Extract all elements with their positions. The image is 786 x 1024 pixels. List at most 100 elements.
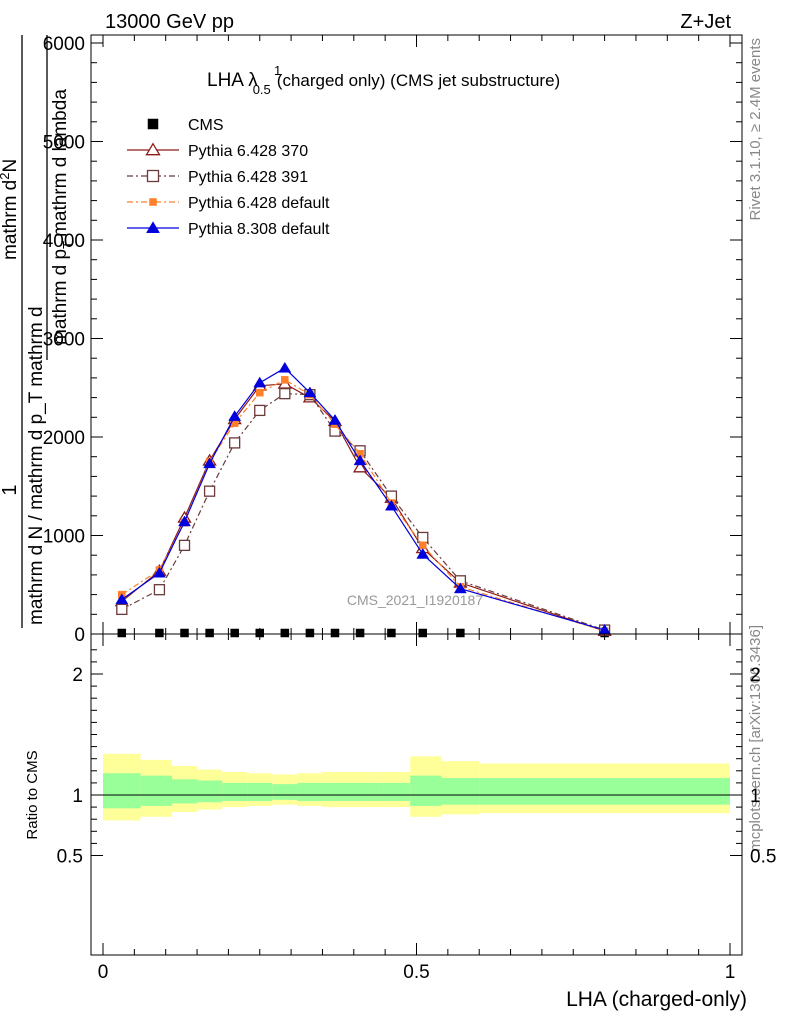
data-point-pythia-6-428-391 — [279, 388, 291, 400]
chart-title-sub: 0.5 — [253, 82, 271, 97]
chart-title: LHA λ0.5 (charged only) (CMS jet substruc… — [207, 70, 560, 97]
band-inner — [222, 782, 248, 802]
series-line-pythia-6-428-391 — [121, 393, 605, 631]
legend: CMS Pythia 6.428 370 Pythia 6.428 391 Pythi… — [127, 117, 330, 238]
data-point-pythia-6-428-default — [256, 388, 264, 397]
legend-marker-cms — [147, 118, 159, 130]
ylabel-fracden-sub: T — [60, 241, 75, 249]
ratio-y-tick-label-right: 0.5 — [750, 847, 776, 868]
band-inner — [378, 782, 411, 802]
y-tick-label: 6000 — [43, 34, 85, 55]
ylabel-one: 1 — [0, 484, 21, 495]
band-inner — [247, 782, 273, 802]
chart-title-rest: (charged only) (CMS jet substructure) — [277, 71, 560, 90]
ylabel-num-sup: 2 — [0, 173, 12, 180]
x-axis-label: LHA (charged-only) — [566, 988, 747, 1011]
header-right: Z+Jet — [680, 11, 731, 33]
data-point-pythia-6-428-default — [419, 541, 427, 550]
band-inner — [441, 778, 480, 805]
series-line-pythia-6-428-default — [121, 379, 605, 632]
band-inner — [297, 782, 323, 802]
ratio-y-tick-label-right: 2 — [750, 665, 761, 686]
ratio-plot-panel: 0.5 0.5 1 1 2 2 0 0.5 1 Ratio to CMS LHA (charge… — [24, 633, 776, 1011]
legend-label-pythia-6-428-370: Pythia 6.428 370 — [188, 143, 308, 160]
ratio-y-tick-label: 1 — [72, 786, 83, 807]
mcplots-label: mcplots.cern.ch [arXiv:1306.3436] — [747, 625, 764, 852]
data-point-pythia-8-308-default — [328, 414, 342, 425]
ratio-bands — [103, 753, 730, 821]
rivet-label: Rivet 3.1.10, ≥ 2.4M events — [747, 38, 764, 221]
legend-marker-pythia-6-428-default — [149, 198, 157, 206]
band-inner — [171, 779, 198, 804]
data-point-pythia-8-308-default — [303, 386, 317, 398]
data-point-pythia-8-308-default — [253, 376, 267, 388]
data-point-pythia-6-428-391 — [178, 539, 191, 551]
ylabel-den: mathrm d N / mathrm d p_T mathrm d — [26, 306, 47, 625]
main-ticks: 0 1000 2000 3000 4000 5000 6000 — [43, 34, 742, 646]
legend-marker-pythia-6-428-391 — [146, 169, 160, 183]
legend-marker-pythia-6-428-370 — [145, 142, 161, 156]
data-point-pythia-8-308-default — [353, 454, 367, 466]
y-tick-label: 0 — [74, 625, 85, 646]
legend-label-pythia-6-428-391: Pythia 6.428 391 — [188, 169, 308, 186]
ratio-y-tick-label: 0.5 — [57, 847, 83, 868]
data-point-pythia-8-308-default — [178, 515, 191, 527]
data-point-pythia-8-308-default — [416, 548, 430, 559]
data-point-pythia-8-308-default — [115, 593, 129, 605]
band-inner — [410, 775, 442, 806]
data-point-cms — [355, 628, 365, 638]
y-tick-label: 1000 — [43, 527, 85, 548]
data-point-cms — [117, 628, 127, 638]
y-tick-label: 4000 — [43, 231, 85, 252]
ylabel-fracden-main: mathrm d p — [50, 249, 71, 345]
x-tick-label: 0 — [98, 962, 109, 983]
data-point-cms — [180, 628, 189, 638]
data-point-pythia-8-308-default — [278, 361, 292, 373]
legend-marker-pythia-8-308-default — [146, 221, 160, 233]
band-inner — [140, 775, 172, 806]
main-ylabel: 1 mathrm d N / mathrm d p_T mathrm d mat… — [0, 35, 75, 628]
y-tick-label: 3000 — [43, 330, 85, 351]
ylabel-fracden: mathrm d pTmathrm d lambda — [50, 89, 75, 345]
data-point-pythia-8-308-default — [453, 582, 467, 594]
band-inner — [103, 773, 141, 809]
ylabel-num-main: mathrm d — [0, 180, 21, 260]
header-left: 13000 GeV pp — [105, 11, 234, 33]
band-inner — [479, 778, 730, 805]
data-point-pythia-8-308-default — [152, 566, 166, 578]
band-inner — [322, 782, 348, 802]
chart-title-sup: 1 — [274, 63, 281, 78]
main-plot-panel: 0 1000 2000 3000 4000 5000 6000 CMS_2021_I1920… — [43, 34, 743, 646]
ylabel-fracden-rest: mathrm d lambda — [50, 89, 71, 237]
ratio-ticks: 0.5 0.5 1 1 2 2 0 0.5 1 — [57, 634, 776, 983]
ylabel-den-main: mathrm d N / mathrm d p_T mathrm d — [26, 306, 47, 625]
data-point-cms — [280, 628, 290, 638]
ylabel-num: mathrm d2N — [0, 159, 21, 260]
y-tick-label: 5000 — [43, 133, 85, 154]
data-point-cms — [330, 628, 340, 638]
data-point-cms — [205, 628, 214, 638]
y-tick-label: 2000 — [43, 428, 85, 449]
data-point-pythia-6-428-391 — [153, 584, 166, 596]
data-point-cms — [456, 628, 465, 638]
data-point-pythia-8-308-default — [203, 457, 217, 469]
legend-label-pythia-8-308-default: Pythia 8.308 default — [188, 221, 330, 238]
data-point-cms — [155, 628, 164, 638]
legend-label-cms: CMS — [188, 117, 224, 134]
data-point-pythia-6-428-391 — [203, 485, 216, 497]
band-inner — [272, 784, 298, 800]
chart-title-main: LHA λ — [207, 70, 258, 91]
ylabel-num-rest: N — [0, 159, 21, 173]
data-point-cms — [305, 628, 315, 638]
main-series — [114, 361, 612, 638]
data-point-pythia-6-428-370 — [352, 460, 368, 473]
ratio-y-tick-label-right: 1 — [750, 786, 761, 807]
data-point-pythia-6-428-391 — [254, 404, 266, 417]
legend-label-pythia-6-428-default: Pythia 6.428 default — [188, 195, 330, 212]
data-point-pythia-6-428-391 — [229, 437, 241, 449]
x-tick-label: 0.5 — [403, 962, 429, 983]
data-point-cms — [230, 628, 239, 638]
series-line-pythia-8-308-default — [121, 367, 605, 631]
band-inner — [347, 782, 379, 802]
